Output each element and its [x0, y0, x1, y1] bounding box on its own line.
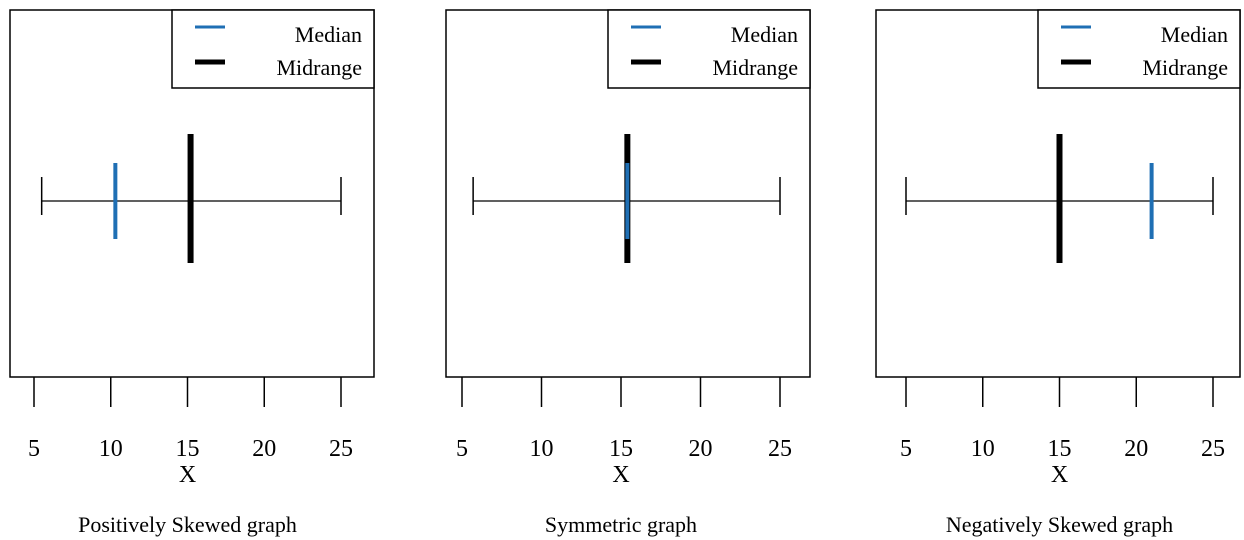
x-tick-label-5: 5: [456, 436, 468, 462]
x-tick-label-10: 10: [971, 436, 995, 462]
legend-box: [607, 9, 811, 89]
panel-caption: Symmetric graph: [545, 512, 697, 537]
x-tick-label-20: 20: [252, 436, 276, 462]
chart-panel-2: Median Midrange 5 10 15 20 25 X Symmetric graph: [445, 9, 811, 537]
x-tick-label-5: 5: [900, 436, 912, 462]
chart-panel-1: Median Midrange 5 10 15 20 25 X Positively Skewe…: [9, 9, 375, 537]
legend-box: [1037, 9, 1241, 89]
panel-caption: Negatively Skewed graph: [946, 512, 1173, 537]
x-tick-label-20: 20: [689, 436, 713, 462]
legend-box: [171, 9, 375, 89]
x-tick-label-5: 5: [28, 436, 40, 462]
x-tick-label-10: 10: [530, 436, 554, 462]
legend: Median Midrange: [171, 9, 375, 89]
legend-midrange-label: Midrange: [712, 55, 798, 80]
panels: Median Midrange 5 10 15 20 25 X Positively Skewe…: [9, 9, 1241, 537]
legend: Median Midrange: [1037, 9, 1241, 89]
panel-caption: Positively Skewed graph: [78, 512, 297, 537]
x-tick-label-10: 10: [99, 436, 123, 462]
x-tick-label-25: 25: [329, 436, 353, 462]
x-axis-label: X: [1051, 462, 1068, 488]
legend-midrange-label: Midrange: [1142, 55, 1228, 80]
x-tick-label-15: 15: [176, 436, 200, 462]
legend-median-label: Median: [295, 22, 362, 47]
x-axis-label: X: [612, 462, 629, 488]
chart-panel-3: Median Midrange 5 10 15 20 25 X Negatively Skewe…: [875, 9, 1241, 537]
x-tick-label-20: 20: [1124, 436, 1148, 462]
legend-midrange-label: Midrange: [276, 55, 362, 80]
legend: Median Midrange: [607, 9, 811, 89]
legend-median-label: Median: [1161, 22, 1228, 47]
x-tick-label-25: 25: [1201, 436, 1225, 462]
x-tick-label-15: 15: [1048, 436, 1072, 462]
x-tick-label-25: 25: [768, 436, 792, 462]
x-axis-label: X: [179, 462, 196, 488]
x-tick-label-15: 15: [609, 436, 633, 462]
legend-median-label: Median: [731, 22, 798, 47]
